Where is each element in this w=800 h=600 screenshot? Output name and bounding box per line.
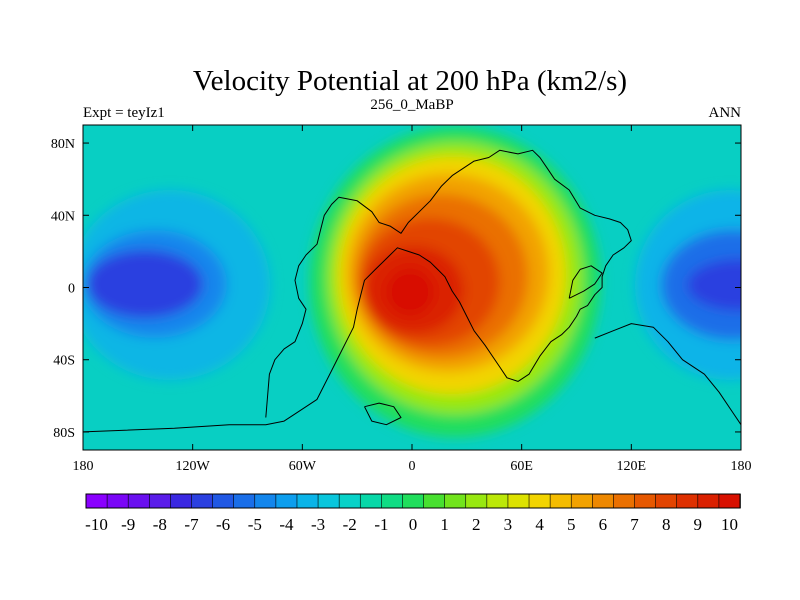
field-positive-core bbox=[386, 268, 434, 316]
colorbar-swatch bbox=[507, 493, 530, 509]
x-tick-label: 120W bbox=[176, 459, 211, 474]
colorbar-swatch bbox=[233, 493, 256, 509]
colorbar-swatch bbox=[613, 493, 636, 509]
colorbar-label: -5 bbox=[248, 515, 262, 534]
colorbar-swatch bbox=[296, 493, 319, 509]
colorbar-label: -2 bbox=[343, 515, 357, 534]
colorbar-swatch bbox=[338, 493, 362, 509]
colorbar-swatch bbox=[592, 493, 615, 509]
x-axis: 180 120W 60W 0 60E 120E 180 bbox=[73, 125, 752, 474]
colorbar-label: 8 bbox=[662, 515, 671, 534]
colorbar-label: 7 bbox=[630, 515, 639, 534]
colorbar-label: 0 bbox=[409, 515, 418, 534]
colorbar-swatch bbox=[191, 493, 214, 509]
colorbar-swatch bbox=[570, 493, 594, 509]
colorbar-swatch bbox=[634, 493, 657, 509]
y-tick-label: 80S bbox=[53, 426, 75, 441]
colorbar-swatch bbox=[85, 493, 108, 509]
field-east-core-negative bbox=[687, 259, 741, 311]
x-tick-label: 60E bbox=[510, 459, 533, 474]
y-tick-label: 40S bbox=[53, 354, 75, 369]
colorbar-swatch bbox=[549, 493, 573, 509]
colorbar-swatch bbox=[381, 493, 404, 509]
colorbar-label: 10 bbox=[721, 515, 738, 534]
center-subtitle: 256_0_MaBP bbox=[370, 97, 453, 113]
coastline-eastern-island-outline bbox=[568, 265, 603, 299]
colorbar-label: -7 bbox=[184, 515, 199, 534]
colorbar-swatch bbox=[697, 493, 720, 509]
colorbar-swatch bbox=[423, 493, 446, 509]
title-group: Velocity Potential at 200 hPa (km2/s) Ex… bbox=[83, 65, 741, 121]
colorbar-label: 9 bbox=[694, 515, 703, 534]
colorbar-label: 4 bbox=[535, 515, 544, 534]
x-tick-label: 60W bbox=[289, 459, 317, 474]
colorbar-label: -8 bbox=[153, 515, 167, 534]
field-layers bbox=[83, 127, 741, 437]
coastline-australia-outline bbox=[594, 323, 741, 425]
colorbar-label: -4 bbox=[279, 515, 294, 534]
colorbar-swatch bbox=[212, 493, 235, 509]
colorbar-swatch bbox=[359, 493, 383, 509]
x-tick-label: 180 bbox=[731, 459, 752, 474]
coastline-southern-island-outline bbox=[364, 402, 402, 426]
y-axis: 80N 40N 0 40S 80S bbox=[51, 137, 741, 441]
x-tick-label: 180 bbox=[73, 459, 94, 474]
colorbar-swatch bbox=[655, 493, 678, 509]
colorbar-label: -6 bbox=[216, 515, 230, 534]
colorbar-swatch bbox=[402, 493, 425, 509]
colorbar-label: 5 bbox=[567, 515, 576, 534]
x-tick-label: 120E bbox=[617, 459, 647, 474]
coastline-continent-outline bbox=[83, 149, 632, 433]
y-tick-label: 40N bbox=[51, 209, 75, 224]
colorbar-swatch bbox=[106, 493, 129, 509]
colorbar-swatch bbox=[148, 493, 172, 509]
colorbar-swatch bbox=[317, 493, 340, 509]
colorbar-swatch bbox=[127, 493, 151, 509]
colorbar-swatch bbox=[275, 493, 298, 509]
colorbar-label: 2 bbox=[472, 515, 481, 534]
y-tick-label: 80N bbox=[51, 137, 75, 152]
colorbar-swatch bbox=[465, 493, 488, 509]
colorbar-swatch bbox=[528, 493, 551, 509]
colorbar-label: 1 bbox=[440, 515, 449, 534]
colorbar-swatch bbox=[170, 493, 193, 509]
colorbar-label: -10 bbox=[85, 515, 108, 534]
colorbar: -10 -9 -8 -7 -6 -5 -4 -3 -2 -1 0 1 2 3 4 5 6 7 8 9 10 bbox=[85, 493, 741, 534]
colorbar-label: -3 bbox=[311, 515, 325, 534]
colorbar-swatch bbox=[486, 493, 509, 509]
field-west-core-negative bbox=[87, 250, 203, 318]
right-subtitle: ANN bbox=[709, 105, 742, 121]
left-subtitle: Expt = teyIz1 bbox=[83, 105, 165, 121]
chart-title: Velocity Potential at 200 hPa (km2/s) bbox=[193, 65, 627, 97]
colorbar-label: 6 bbox=[599, 515, 608, 534]
colorbar-label: 3 bbox=[504, 515, 513, 534]
coastline-layer bbox=[83, 149, 741, 433]
plot-field bbox=[83, 125, 741, 450]
colorbar-label: -9 bbox=[121, 515, 135, 534]
colorbar-swatch bbox=[718, 493, 741, 509]
colorbar-swatch bbox=[444, 493, 467, 509]
y-tick-label: 0 bbox=[68, 282, 75, 297]
colorbar-label: -1 bbox=[374, 515, 388, 534]
x-tick-label: 0 bbox=[409, 459, 416, 474]
colorbar-swatch bbox=[676, 493, 699, 509]
colorbar-frame bbox=[85, 493, 741, 509]
colorbar-swatch bbox=[254, 493, 277, 509]
